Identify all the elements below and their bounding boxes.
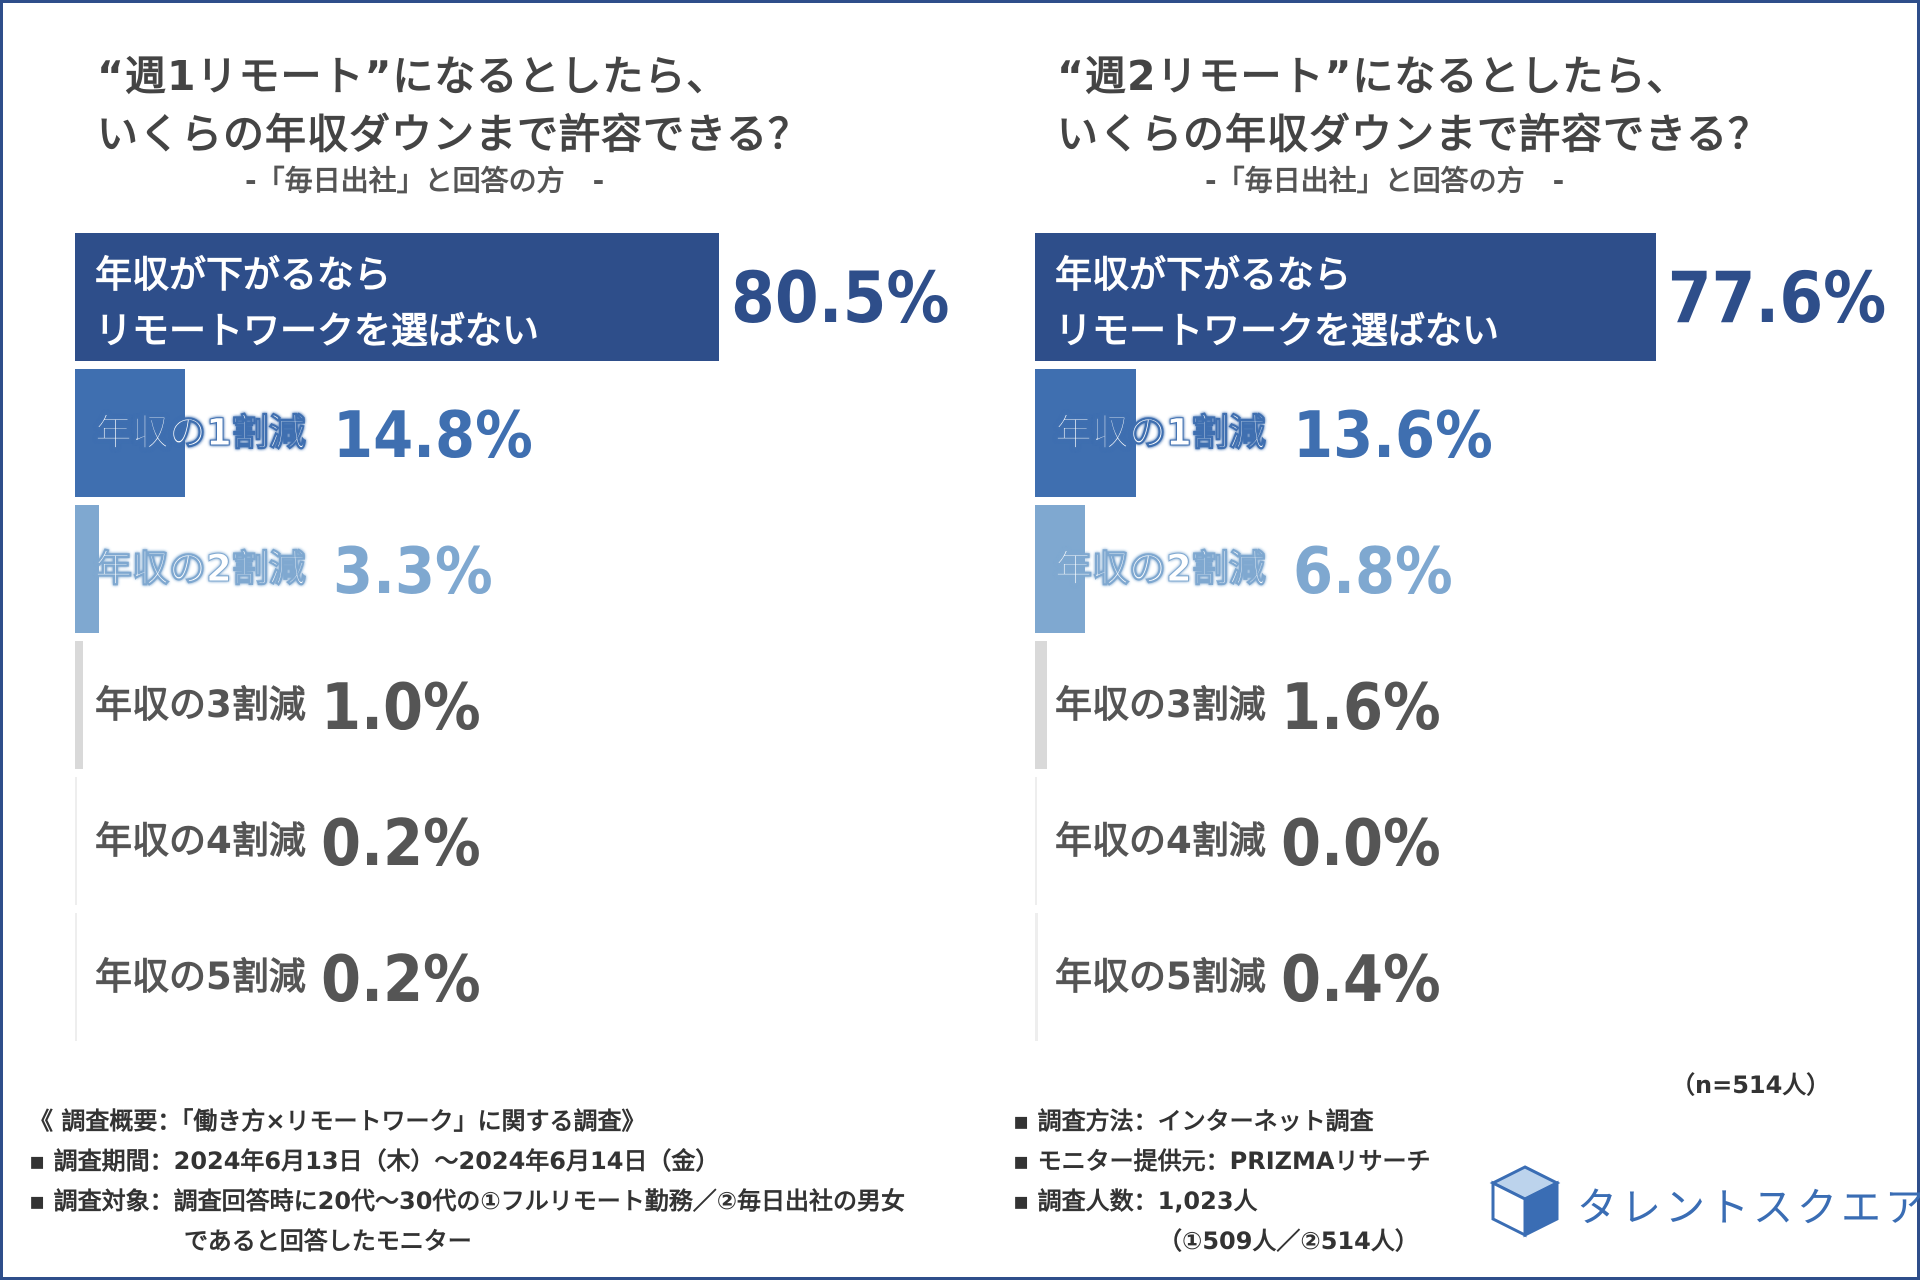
- category-label: 年収の5割減: [1055, 955, 1266, 998]
- bar-row: 年収の2割減 3.3%: [75, 505, 915, 633]
- category-label: 年収が下がるならリモートワークを選ばない: [1055, 247, 1499, 359]
- value-label: 0.2%: [321, 807, 481, 881]
- value-label: 80.5%: [731, 257, 950, 339]
- chart-weekly-2-remote: “週2リモート”になるとしたら、 いくらの年収ダウンまで許容できる？ -「毎日出…: [1035, 3, 1886, 1063]
- bar: [75, 777, 77, 905]
- survey-provider: ▪ モニター提供元：PRIZMAリサーチ: [1013, 1147, 1431, 1175]
- bar-row: 年収の5割減 0.2%: [75, 913, 915, 1041]
- survey-target: ▪ 調査対象：調査回答時に20代～30代の①フルリモート勤務／②毎日出社の男女: [29, 1187, 906, 1215]
- bar: [1035, 641, 1047, 769]
- chart-title: “週1リモート”になるとしたら、 いくらの年収ダウンまで許容できる？: [97, 47, 810, 163]
- survey-target-cont: であると回答したモニター: [184, 1227, 472, 1255]
- chart-title-line2: いくらの年収ダウンまで許容できる？: [1057, 110, 1771, 158]
- cube-icon: [1489, 1165, 1561, 1238]
- survey-details: ▪ 調査方法：インターネット調査 ▪ モニター提供元：PRIZMAリサーチ ▪ …: [1013, 1101, 1430, 1261]
- bar-row: 年収が下がるならリモートワークを選ばない 80.5%: [75, 233, 949, 361]
- value-label: 14.8%: [333, 399, 533, 473]
- category-label: 年収の5割減: [95, 955, 306, 998]
- value-label: 77.6%: [1667, 257, 1887, 339]
- category-label: 年収の2割減: [1055, 547, 1267, 591]
- bar-row: 年収が下がるならリモートワークを選ばない 77.6%: [1035, 233, 1886, 361]
- category-label: 年収の3割減: [1055, 683, 1266, 726]
- chart-title: “週2リモート”になるとしたら、 いくらの年収ダウンまで許容できる？: [1057, 47, 1770, 163]
- chart-subtitle: -「毎日出社」と回答の方 -: [245, 164, 605, 197]
- bar: [75, 913, 77, 1041]
- brand-name: タレントスクエア: [1577, 1185, 1920, 1231]
- bar: [75, 233, 719, 361]
- category-label: 年収の1割減: [95, 411, 307, 455]
- bar-row: 年収の3割減 1.0%: [75, 641, 915, 769]
- bar: [1035, 913, 1038, 1041]
- survey-overview: 《 調査概要：「働き方×リモートワーク」に関する調査》 ▪ 調査期間：2024年…: [29, 1101, 905, 1261]
- chart-weekly-1-remote: “週1リモート”になるとしたら、 いくらの年収ダウンまで許容できる？ -「毎日出…: [75, 3, 949, 1063]
- category-label: 年収の4割減: [1055, 819, 1266, 862]
- category-label: 年収の2割減: [95, 547, 307, 591]
- bar: [75, 505, 100, 633]
- survey-count-detail: （①509人／②514人）: [1158, 1227, 1419, 1255]
- bar-row: 年収の4割減 0.2%: [75, 777, 915, 905]
- bar-row: 年収の4割減 0.0%: [1035, 777, 1875, 905]
- category-label-line: 年収が下がるなら: [95, 253, 391, 296]
- chart-title-line1: “週1リモート”になるとしたら、: [97, 52, 729, 100]
- bar: [1035, 369, 1136, 497]
- value-label: 0.2%: [321, 943, 481, 1017]
- bar-row: 年収の5割減 0.4%: [1035, 913, 1875, 1041]
- survey-method: ▪ 調査方法：インターネット調査: [1013, 1107, 1374, 1135]
- survey-period: ▪ 調査期間：2024年6月13日（木）～2024年6月14日（金）: [29, 1147, 720, 1175]
- chart-title-line2: いくらの年収ダウンまで許容できる？: [97, 110, 811, 158]
- sample-size-note: （n=514人）: [1671, 1071, 1831, 1099]
- value-label: 0.0%: [1281, 807, 1441, 881]
- bar: [1035, 233, 1656, 361]
- value-label: 6.8%: [1293, 535, 1453, 609]
- bar-row: 年収の1割減 14.8%: [75, 369, 915, 497]
- bar: [1035, 505, 1086, 633]
- bar: [75, 641, 83, 769]
- category-label: 年収が下がるならリモートワークを選ばない: [95, 247, 539, 359]
- bar-row: 年収の1割減 13.6%: [1035, 369, 1875, 497]
- category-label-line: リモートワークを選ばない: [1055, 309, 1499, 352]
- chart-title-line1: “週2リモート”になるとしたら、: [1057, 52, 1689, 100]
- survey-title: 《 調査概要：「働き方×リモートワーク」に関する調査》: [29, 1107, 646, 1135]
- brand-logo: タレントスクエア: [1487, 1163, 1920, 1243]
- value-label: 3.3%: [333, 535, 493, 609]
- bar-row: 年収の2割減 6.8%: [1035, 505, 1875, 633]
- chart-subtitle: -「毎日出社」と回答の方 -: [1205, 164, 1565, 197]
- value-label: 1.0%: [321, 671, 481, 745]
- bar: [1035, 777, 1037, 905]
- bar-row: 年収の3割減 1.6%: [1035, 641, 1875, 769]
- category-label-line: 年収が下がるなら: [1055, 253, 1351, 296]
- value-label: 13.6%: [1293, 399, 1493, 473]
- bar: [75, 369, 185, 497]
- value-label: 1.6%: [1281, 671, 1441, 745]
- value-label: 0.4%: [1281, 943, 1441, 1017]
- survey-count: ▪ 調査人数：1,023人: [1013, 1187, 1258, 1215]
- category-label: 年収の4割減: [95, 819, 306, 862]
- category-label: 年収の1割減: [1055, 411, 1267, 455]
- category-label-line: リモートワークを選ばない: [95, 309, 539, 352]
- category-label: 年収の3割減: [95, 683, 306, 726]
